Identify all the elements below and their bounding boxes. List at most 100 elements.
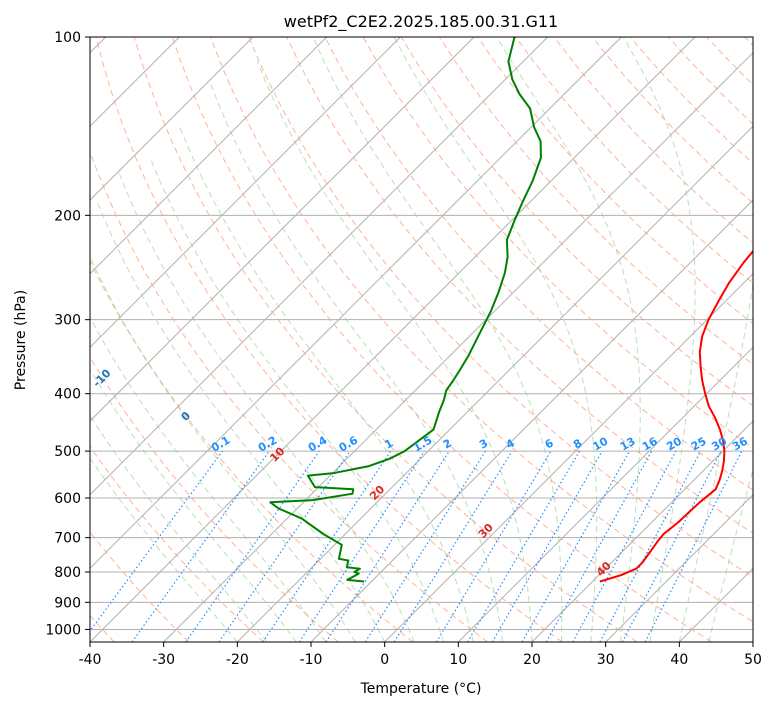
mixing-ratio-line xyxy=(185,450,320,642)
dry-adiabat-line xyxy=(133,37,638,642)
mixing-ratio-line xyxy=(466,450,580,642)
mixing-ratio-line xyxy=(545,450,653,642)
dry-adiabat-line xyxy=(706,37,753,86)
moist-adiabat-line xyxy=(118,173,415,642)
moist-adiabat-line xyxy=(678,280,753,642)
mixing-ratio-line xyxy=(298,450,425,642)
moist-adiabat-line xyxy=(90,368,297,642)
x-tick-label: -40 xyxy=(79,652,102,668)
x-tick-label: 40 xyxy=(670,652,688,668)
mixing-ratio-line xyxy=(599,450,702,642)
x-tick-label: -20 xyxy=(226,652,249,668)
y-axis: 100 200 300 400 500 600 700 800 900 1000 xyxy=(45,30,90,638)
isotherm-line xyxy=(236,125,753,642)
dry-adiabat-line xyxy=(553,37,753,244)
moist-adiabat-line xyxy=(90,414,268,642)
moist-adiabat-line xyxy=(496,37,641,642)
sounding-series xyxy=(269,37,753,583)
dry-adiabat-line xyxy=(515,37,753,284)
moist-adiabats xyxy=(90,37,753,642)
mixing-ratio-line xyxy=(435,450,552,642)
isotherm-line xyxy=(90,37,475,422)
x-tick-label: 30 xyxy=(597,652,615,668)
dry-adiabat-line xyxy=(95,37,563,642)
x-tick-label: 50 xyxy=(744,652,762,668)
isotherm-line xyxy=(90,37,696,642)
isotherm-line xyxy=(163,51,753,642)
mixing-ratio-line xyxy=(262,450,392,642)
dry-adiabat-line xyxy=(591,37,753,204)
dry-adiabat-label: 40 xyxy=(594,559,614,579)
moist-adiabat-line xyxy=(177,123,474,642)
mixing-ratio-line xyxy=(644,450,743,642)
x-tick-label: 10 xyxy=(449,652,467,668)
dry-adiabat-line xyxy=(90,445,264,642)
dry-adiabat-line xyxy=(90,356,339,642)
plot-frame xyxy=(89,36,754,643)
mixing-ratio-label: 3 xyxy=(477,437,490,452)
pressure-gridlines xyxy=(90,37,753,630)
moist-adiabat-line xyxy=(90,457,238,642)
moist-adiabat-line xyxy=(312,37,563,642)
x-tick-label: 0 xyxy=(380,652,389,668)
moist-adiabat-line xyxy=(90,255,356,642)
plot-area: 0.10.20.40.611.52346810131620253036-100-… xyxy=(90,37,753,642)
chart-title: wetPf2_C2E2.2025.185.00.31.G11 xyxy=(284,12,558,32)
isotherm-line xyxy=(384,272,753,642)
y-tick-label: 500 xyxy=(54,444,81,460)
isotherm-line xyxy=(531,420,753,642)
dry-adiabat-label: 0 xyxy=(179,409,194,424)
y-tick-label: 600 xyxy=(54,491,81,507)
moist-adiabat-line xyxy=(708,467,753,642)
x-tick-label: -10 xyxy=(300,652,323,668)
isotherm-line xyxy=(90,37,549,496)
x-axis: -40 -30 -20 -10 0 10 20 30 40 50 xyxy=(79,642,762,668)
mixing-ratio-line xyxy=(218,450,351,642)
isotherm-line xyxy=(752,641,753,642)
moist-adiabat-line xyxy=(90,316,327,642)
y-tick-label: 900 xyxy=(54,595,81,611)
y-tick-label: 300 xyxy=(54,313,81,329)
y-tick-label: 200 xyxy=(54,208,81,224)
mixing-ratio-line xyxy=(521,450,631,642)
isotherm-line xyxy=(605,493,753,642)
dry-adiabat-line xyxy=(248,37,753,578)
y-tick-label: 800 xyxy=(54,565,81,581)
dry-adiabat-line xyxy=(324,37,753,491)
dry-adiabat-line xyxy=(171,37,712,642)
x-axis-label: Temperature (°C) xyxy=(360,681,482,697)
mixing-ratio-line xyxy=(325,450,450,642)
isotherm-line xyxy=(90,37,622,570)
y-axis-label: Pressure (hPa) xyxy=(13,290,29,390)
isotherm-line xyxy=(90,37,328,275)
x-tick-label: -30 xyxy=(152,652,175,668)
dry-adiabat-line xyxy=(286,37,753,534)
moist-adiabat-line xyxy=(393,37,598,642)
dry-adiabat-label: 20 xyxy=(367,483,387,503)
y-tick-label: 700 xyxy=(54,531,81,547)
moist-adiabat-line xyxy=(96,201,386,642)
dry-adiabat-line xyxy=(90,150,488,642)
mixing-ratio-label: 2 xyxy=(441,437,454,452)
dry-adiabat-line xyxy=(668,37,753,125)
isotherm-line xyxy=(90,37,254,201)
dry-adiabat-line xyxy=(744,37,753,47)
isotherm-line xyxy=(90,37,401,349)
dry-adiabat-label: -10 xyxy=(90,366,113,389)
x-tick-label: 20 xyxy=(523,652,541,668)
temperature-profile-line xyxy=(599,249,753,583)
mixing-ratio-line xyxy=(491,450,603,642)
moist-adiabat-line xyxy=(149,157,445,642)
skewed-isotherm-grid xyxy=(90,37,753,642)
dry-adiabat-line xyxy=(438,37,753,366)
dry-adiabat-line xyxy=(90,259,414,642)
y-tick-label: 400 xyxy=(54,387,81,403)
mixing-ratio-line xyxy=(90,450,223,632)
isotherm-line xyxy=(457,346,753,642)
dewpoint-profile-line xyxy=(269,37,542,583)
dry-adiabats xyxy=(90,37,753,642)
y-tick-label: 100 xyxy=(54,30,81,46)
isotherm-line xyxy=(310,199,753,642)
mixing-ratio-line xyxy=(364,450,486,642)
